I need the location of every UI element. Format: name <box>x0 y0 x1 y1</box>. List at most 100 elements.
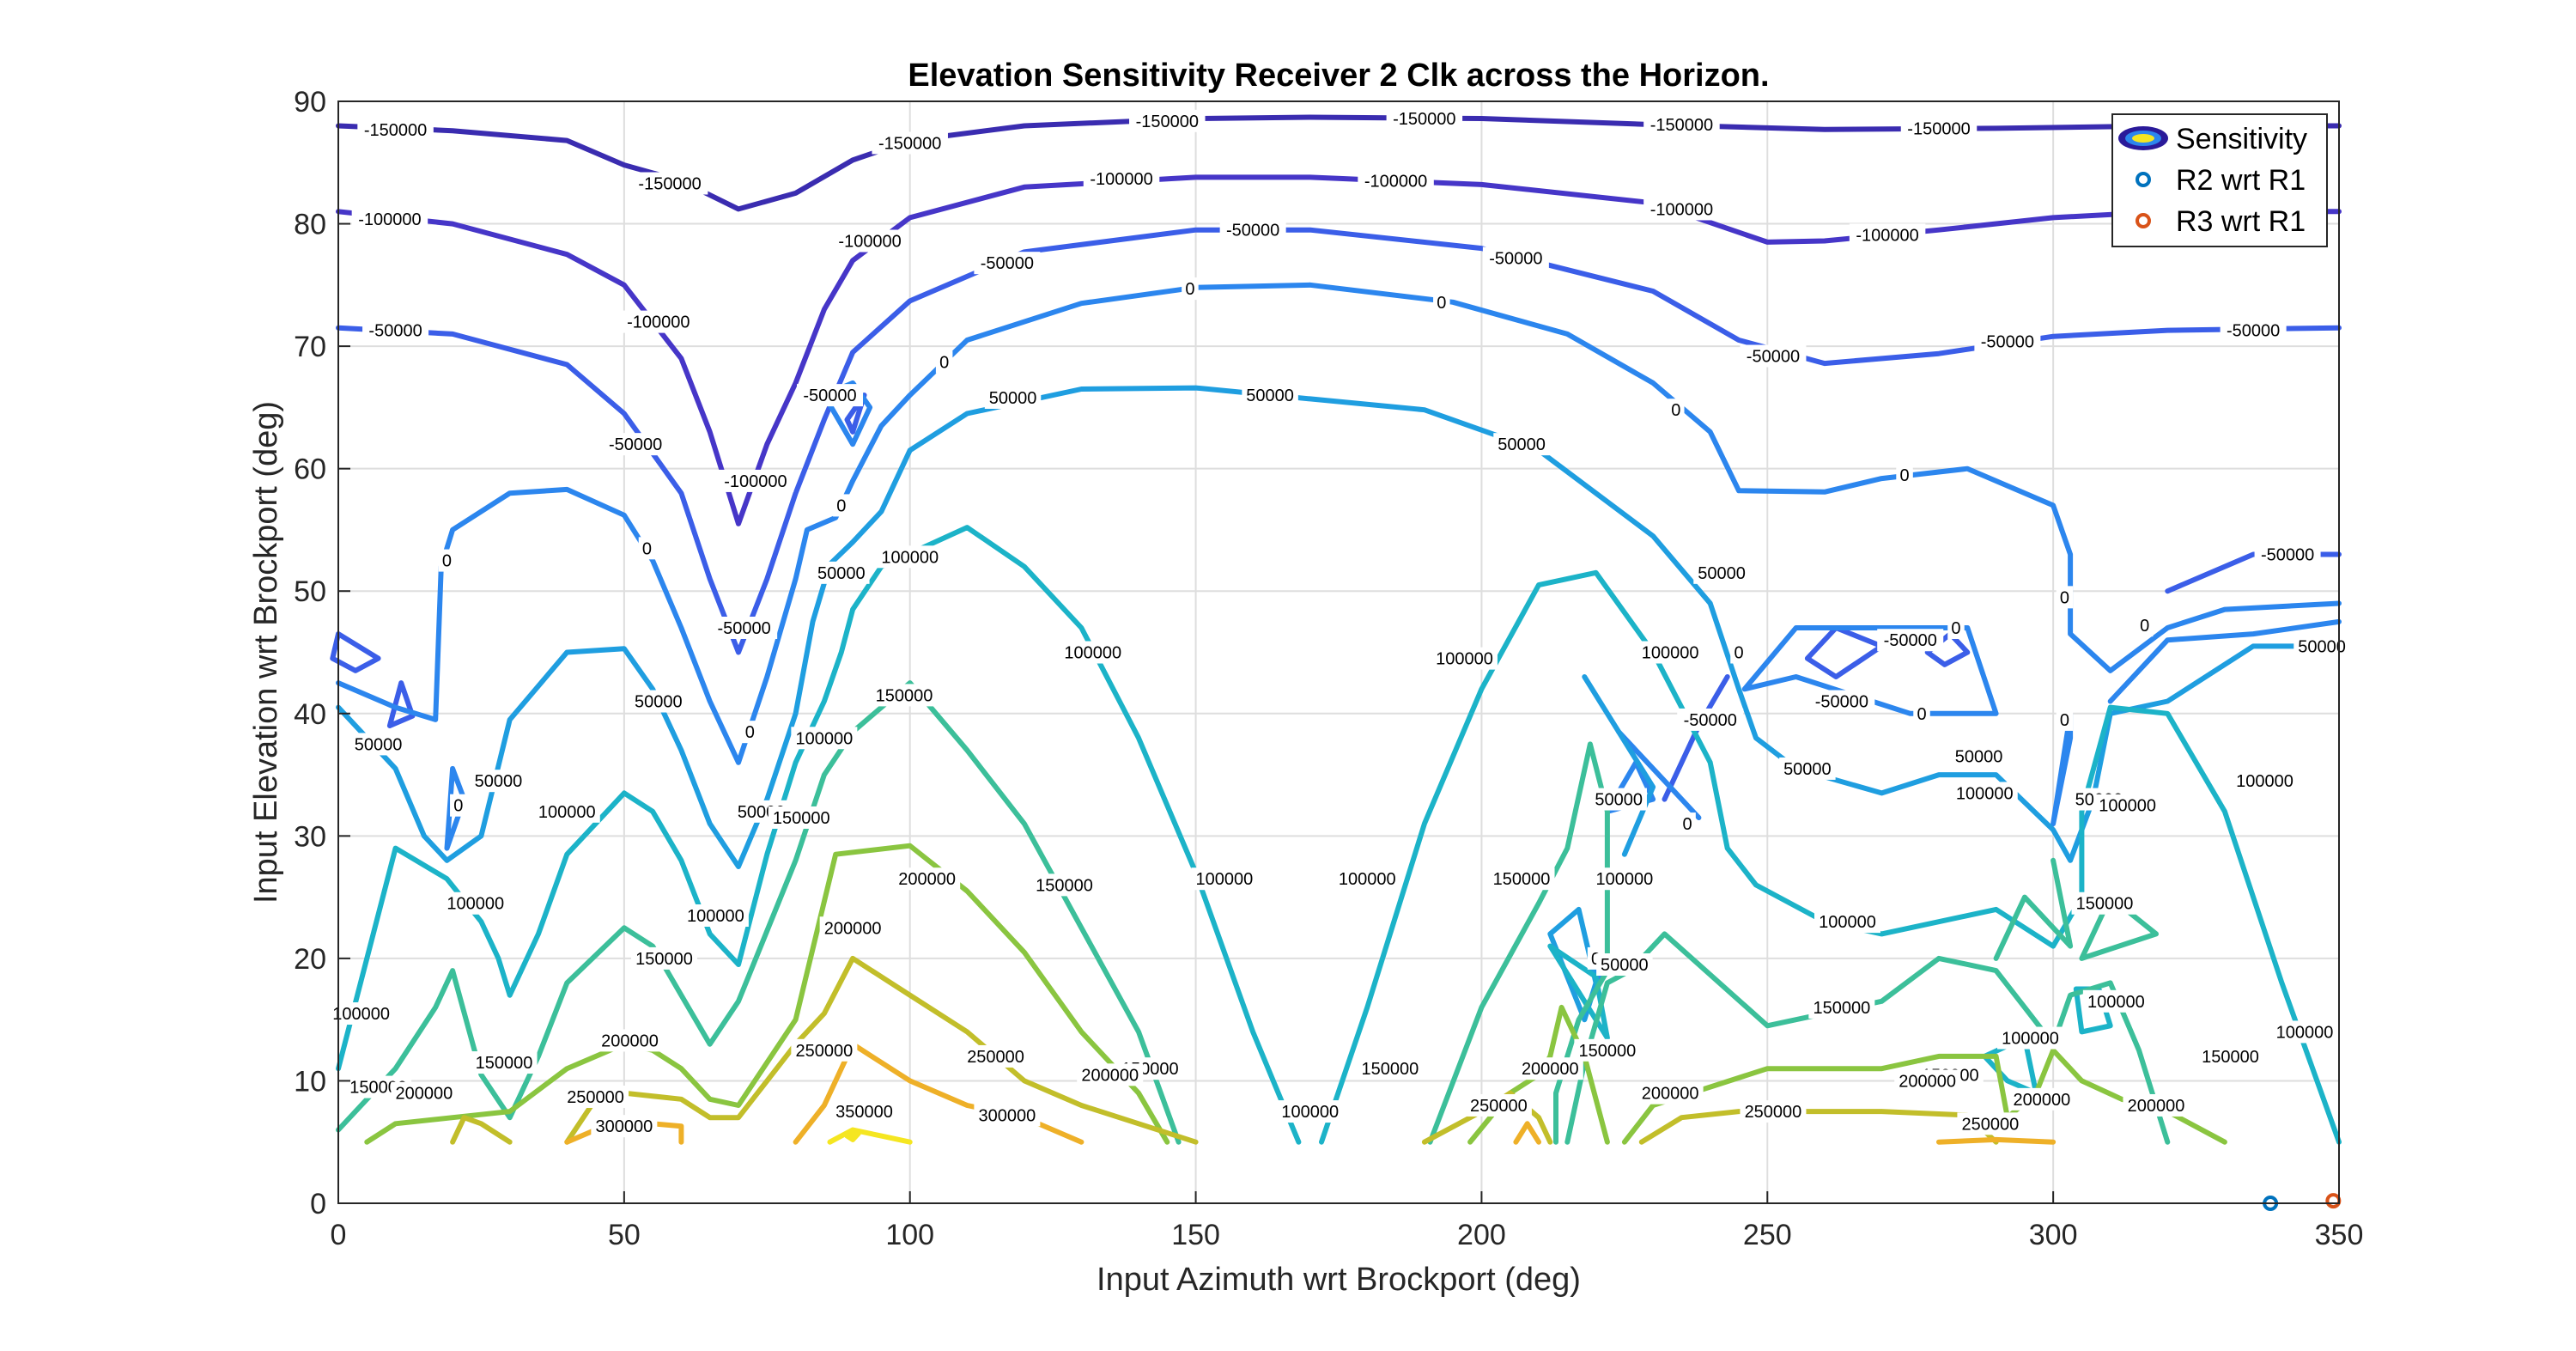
contour-label: 150000 <box>1036 876 1093 895</box>
contour-line-200000 <box>1621 1047 2227 1145</box>
contour-label: 100000 <box>332 1005 390 1024</box>
contour-label-bg <box>2008 1087 2075 1111</box>
contour-label-bg <box>1693 561 1750 584</box>
y-tick-label: 70 <box>294 331 326 363</box>
contour-label-bg <box>2231 770 2298 793</box>
contour-label-bg <box>1334 867 1400 891</box>
contour-label-bg <box>471 1051 538 1074</box>
contour-line-150000 <box>1427 741 1610 1145</box>
plot-frame <box>337 100 2340 1204</box>
contour-label-bg <box>1643 198 1720 221</box>
contour-label-bg <box>1997 1026 2064 1050</box>
contour-label: 150000 <box>1493 870 1551 889</box>
contour-label: -100000 <box>724 472 787 491</box>
contour-label-bg <box>349 733 407 756</box>
contour-label-bg <box>1947 616 1965 639</box>
contour-label: 200000 <box>1642 1085 1699 1104</box>
contour-label-bg <box>1277 1100 1344 1123</box>
contour-label-bg <box>1951 782 2018 805</box>
contour-label-bg <box>357 118 434 141</box>
contour-label: 300000 <box>595 1117 653 1136</box>
contour-label-bg <box>450 794 467 817</box>
contour-line-350000 <box>827 1127 913 1145</box>
contour-label-bg <box>2254 543 2321 566</box>
y-tick-label: 20 <box>294 943 326 976</box>
contour-label-bg <box>630 946 697 970</box>
contour-label: 150000 <box>1362 1060 1419 1079</box>
contour-label: 200000 <box>2128 1097 2185 1116</box>
contour-label: 100000 <box>2276 1023 2334 1042</box>
contour-label: 100000 <box>1642 644 1699 663</box>
contour-label: 100000 <box>1195 870 1253 889</box>
contour-label: 0 <box>453 797 463 816</box>
contour-label: -100000 <box>838 233 901 252</box>
contour-label-bg <box>819 916 886 940</box>
contour-label-bg <box>2293 635 2350 658</box>
contour-label: 100000 <box>538 803 596 822</box>
contour-label: 50000 <box>1783 760 1832 779</box>
contour-label-bg <box>1779 757 1836 780</box>
contour-label-bg <box>1740 344 1807 368</box>
contour-label-bg <box>1637 641 1704 664</box>
contour-label-bg <box>470 770 527 793</box>
x-tick-label: 350 <box>2315 1219 2364 1251</box>
contour-label-bg <box>682 904 749 927</box>
contour-label-bg <box>974 1104 1041 1127</box>
contour-label: 50000 <box>1498 435 1546 454</box>
contour-label: 250000 <box>567 1088 624 1107</box>
contour-label-bg <box>833 494 850 517</box>
contour-label: -150000 <box>1907 119 1970 138</box>
contour-label-bg <box>1431 647 1498 670</box>
contour-label-bg <box>1574 1038 1641 1062</box>
contour-label-bg <box>438 549 456 572</box>
contour-label: -50000 <box>1815 693 1868 712</box>
contour-label: 250000 <box>1962 1115 2020 1134</box>
contour-line-350000 <box>844 1130 861 1142</box>
contour-label: 100000 <box>447 895 504 914</box>
y-tick-label: 60 <box>294 453 326 486</box>
contour-line-250000 <box>450 1115 513 1145</box>
contour-label: 100000 <box>881 548 939 567</box>
contour-label: 0 <box>2060 588 2069 607</box>
contour-line-neg50000 <box>386 680 416 728</box>
contour-label: 150000 <box>876 686 933 705</box>
y-tick-label: 10 <box>294 1065 326 1098</box>
contour-label: 100000 <box>1956 784 2014 803</box>
contour-line-250000 <box>1421 1090 1553 1145</box>
contour-label-bg <box>813 561 870 584</box>
contour-label-bg <box>717 469 794 492</box>
contour-label-bg <box>2197 1044 2264 1068</box>
contour-line-0 <box>1741 625 1999 716</box>
contour-label-bg <box>1808 995 1875 1019</box>
contour-line-150000 <box>336 680 1182 1145</box>
y-tick-label: 80 <box>294 209 326 241</box>
contour-label: 100000 <box>1339 870 1396 889</box>
contour-label: 100000 <box>2099 797 2156 816</box>
contour-label: 200000 <box>601 1032 659 1050</box>
contour-line-0 <box>444 765 467 851</box>
contour-label: -150000 <box>364 121 427 140</box>
contour-label: 50000 <box>1698 564 1746 583</box>
contour-label-bg <box>2082 989 2149 1013</box>
contour-label-bg <box>597 1029 664 1052</box>
contour-label-bg <box>362 319 429 342</box>
contour-label-bg <box>533 800 600 823</box>
contour-label-bg <box>351 207 428 230</box>
contour-label: 0 <box>1437 294 1446 313</box>
contour-label: -150000 <box>638 175 701 194</box>
contour-label-bg <box>1974 330 2041 353</box>
contour-label-bg <box>1591 867 1658 891</box>
contour-label-bg <box>1493 433 1550 456</box>
contour-label-bg <box>1488 867 1555 891</box>
contour-label: 300000 <box>979 1106 1036 1125</box>
contour-label: -50000 <box>1684 711 1737 730</box>
contour-label: -50000 <box>1981 332 2034 351</box>
contour-label-bg <box>1516 1057 1583 1080</box>
contour-line-300000 <box>1936 1136 2057 1145</box>
contour-label: -100000 <box>1650 200 1713 219</box>
legend-swatch <box>2136 213 2151 228</box>
y-axis-label: Input Elevation wrt Brockport (deg) <box>248 401 284 904</box>
contour-label-bg <box>2056 708 2074 731</box>
contour-line-neg50000 <box>330 631 381 673</box>
contour-label-bg <box>1386 106 1463 130</box>
